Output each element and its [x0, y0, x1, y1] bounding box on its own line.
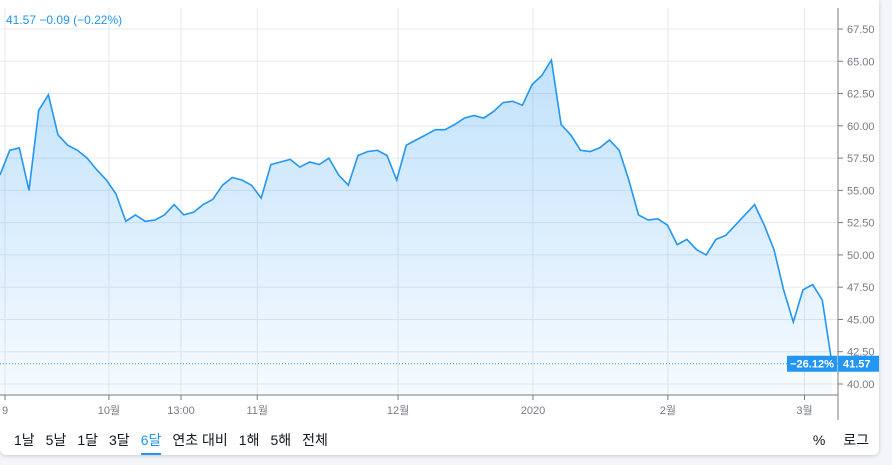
range-button-7[interactable]: 5해: [270, 432, 292, 448]
x-tick-label: 12월: [387, 404, 409, 417]
range-button-5[interactable]: 연초 대비: [172, 432, 228, 448]
y-tick-label: 42.50: [847, 347, 875, 359]
range-button-3[interactable]: 3달: [109, 432, 130, 448]
range-button-1[interactable]: 5날: [45, 432, 67, 448]
range-button-8[interactable]: 전체: [302, 432, 328, 448]
y-tick-label: 60.00: [847, 121, 875, 133]
y-tick-label: 47.50: [847, 282, 875, 294]
y-tick-label: 50.00: [847, 250, 875, 262]
log-scale-button[interactable]: 로그: [843, 432, 869, 448]
y-tick-label: 45.00: [847, 314, 875, 326]
price-line: [0, 57, 833, 364]
x-tick-label: 13:00: [167, 405, 195, 417]
y-tick-label: 52.50: [847, 218, 875, 230]
last-price-label: 41.57: [843, 359, 871, 371]
pct-label-bg: [787, 355, 837, 372]
y-tick-label: 67.50: [847, 24, 875, 36]
x-tick-label: 9: [2, 405, 8, 417]
legend-change: −0.09: [39, 13, 70, 27]
chart-widget: 40.00 42.50 45.00 47.50 50.00 52.50 55.00 57.50…: [0, 0, 879, 455]
price-legend: 41.57 −0.09 (−0.22%): [6, 13, 122, 27]
y-tick-label: 57.50: [847, 153, 875, 165]
legend-price: 41.57: [6, 13, 37, 27]
x-tick-label: 3월: [796, 404, 812, 417]
x-tick-label: 2020: [521, 405, 545, 417]
x-tick-label: 11월: [246, 404, 268, 417]
percent-scale-button[interactable]: %: [812, 432, 826, 448]
range-button-0[interactable]: 1날: [14, 432, 35, 448]
legend-change-pct: (−0.22%): [73, 13, 123, 27]
x-tick-label: 2월: [660, 404, 676, 417]
y-tick-label: 62.50: [847, 89, 875, 101]
last-change-pct-label: −26.12%: [790, 359, 834, 371]
price-area: [0, 60, 832, 395]
y-tick-label: 65.00: [847, 56, 875, 68]
range-button-6[interactable]: 1해: [238, 432, 260, 448]
range-button-2[interactable]: 1달: [77, 432, 99, 448]
range-selector: 1날 5날 1달 3달 6달 연초 대비 1해 5해 전체: [14, 430, 339, 455]
range-button-4[interactable]: 6달: [140, 430, 162, 455]
scale-options: % 로그: [799, 430, 869, 450]
x-tick-label: 10월: [98, 404, 120, 417]
y-tick-label: 40.00: [847, 379, 875, 391]
price-label-bg: [838, 355, 879, 372]
y-tick-label: 55.00: [847, 185, 875, 197]
price-chart[interactable]: 40.00 42.50 45.00 47.50 50.00 52.50 55.00 57.50…: [0, 0, 879, 420]
